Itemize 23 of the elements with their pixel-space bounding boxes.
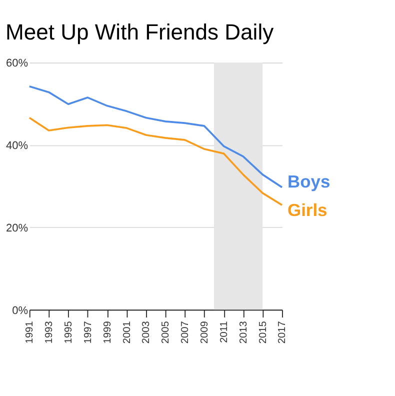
- x-tick-label: 1995: [63, 320, 74, 344]
- series-label: Boys: [288, 171, 330, 192]
- x-tick-label: 2001: [122, 320, 133, 344]
- x-tick-label: 2005: [160, 320, 172, 344]
- x-tick-label: 2017: [277, 320, 288, 344]
- y-tick-label: 0%: [12, 304, 28, 317]
- series-label: Girls: [288, 200, 328, 220]
- x-tick-label: 1991: [24, 320, 36, 344]
- y-tick-label: 60%: [6, 58, 28, 70]
- x-tick-label: 2003: [141, 320, 152, 344]
- x-tick-label: 2015: [258, 320, 269, 344]
- x-tick-label: 2007: [180, 320, 192, 344]
- y-tick-label: 40%: [6, 140, 28, 152]
- x-tick-label: 2011: [218, 320, 230, 343]
- line-series: [28, 86, 283, 188]
- x-tick-label: 2013: [238, 320, 250, 344]
- chart-title: Meet Up With Friends Daily: [5, 20, 274, 45]
- x-tick-label: 1999: [102, 320, 114, 344]
- y-tick-label: 20%: [6, 222, 28, 234]
- line-series: [28, 116, 283, 206]
- x-tick-label: 1997: [82, 320, 94, 344]
- x-tick-label: 2009: [200, 320, 210, 344]
- x-tick-label: 1993: [44, 320, 56, 344]
